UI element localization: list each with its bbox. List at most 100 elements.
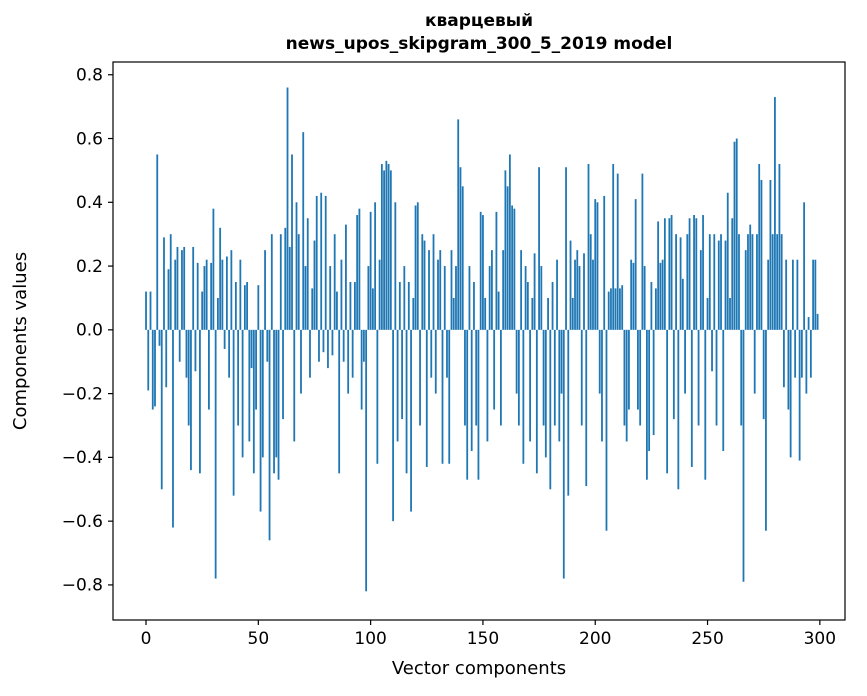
bar bbox=[549, 329, 552, 490]
bar bbox=[338, 329, 341, 474]
bar bbox=[167, 269, 170, 330]
bar bbox=[816, 313, 819, 330]
bar bbox=[522, 329, 525, 464]
bar bbox=[513, 208, 516, 330]
bar bbox=[807, 317, 810, 330]
bar bbox=[666, 329, 669, 474]
bar bbox=[252, 329, 255, 474]
bar bbox=[336, 291, 338, 330]
bar bbox=[412, 297, 415, 330]
bar bbox=[724, 240, 727, 330]
bar bbox=[163, 237, 165, 330]
bar bbox=[230, 250, 233, 330]
bar bbox=[508, 154, 511, 330]
bar bbox=[706, 297, 709, 330]
bar bbox=[396, 329, 399, 442]
bar bbox=[659, 262, 662, 330]
bar bbox=[637, 329, 639, 410]
bar bbox=[459, 167, 462, 330]
bar bbox=[803, 202, 806, 330]
bar bbox=[524, 266, 527, 330]
y-tick-label: 0.2 bbox=[76, 257, 103, 277]
bar bbox=[239, 259, 242, 330]
bar bbox=[376, 329, 379, 464]
bar bbox=[327, 329, 329, 369]
bar bbox=[574, 259, 576, 330]
bar bbox=[738, 234, 740, 330]
bar bbox=[342, 329, 345, 362]
y-tick-label: 0.0 bbox=[76, 321, 103, 341]
bar bbox=[190, 329, 192, 471]
y-axis-label: Components values bbox=[10, 252, 31, 430]
bar bbox=[495, 211, 498, 330]
bar bbox=[565, 167, 567, 330]
bar bbox=[367, 266, 370, 330]
bar bbox=[529, 329, 531, 442]
bar bbox=[571, 297, 574, 330]
bar bbox=[688, 218, 691, 330]
bar bbox=[225, 256, 228, 330]
bar bbox=[560, 329, 563, 394]
bar bbox=[610, 288, 612, 330]
bar bbox=[715, 329, 718, 426]
bar bbox=[356, 215, 359, 330]
bar bbox=[473, 282, 475, 330]
bar bbox=[693, 215, 695, 330]
bar bbox=[747, 234, 749, 330]
bar bbox=[756, 234, 758, 330]
bar bbox=[322, 329, 325, 353]
bar bbox=[535, 329, 538, 474]
bar bbox=[457, 119, 460, 330]
bar bbox=[634, 199, 637, 330]
bar bbox=[814, 259, 817, 330]
bar bbox=[306, 218, 309, 330]
bar bbox=[526, 282, 529, 330]
bar bbox=[203, 266, 206, 330]
bar bbox=[670, 215, 673, 330]
bar bbox=[679, 237, 682, 330]
bar bbox=[661, 259, 664, 330]
bar bbox=[769, 179, 772, 330]
bar bbox=[580, 329, 583, 426]
bar bbox=[502, 250, 505, 330]
bar bbox=[650, 282, 653, 330]
bar bbox=[612, 164, 615, 330]
bar bbox=[713, 234, 716, 330]
x-tick-label: 250 bbox=[691, 629, 723, 649]
bar bbox=[196, 262, 199, 330]
bar bbox=[430, 329, 433, 378]
bar bbox=[504, 170, 507, 330]
bar bbox=[717, 240, 720, 330]
bar bbox=[585, 329, 588, 487]
bar bbox=[257, 285, 260, 330]
bar bbox=[250, 329, 253, 369]
bar bbox=[511, 205, 514, 330]
bar bbox=[311, 288, 314, 330]
bar bbox=[598, 329, 601, 394]
bar bbox=[654, 288, 657, 330]
bar bbox=[506, 186, 509, 330]
bar bbox=[630, 259, 633, 330]
bar bbox=[279, 234, 282, 330]
bar bbox=[248, 329, 251, 442]
bar bbox=[199, 329, 201, 474]
bar bbox=[221, 259, 224, 330]
bar bbox=[329, 266, 332, 330]
bar bbox=[632, 262, 635, 330]
bar bbox=[232, 329, 235, 496]
bar bbox=[464, 329, 466, 426]
bar bbox=[194, 329, 197, 372]
bar bbox=[583, 253, 585, 330]
bar bbox=[540, 266, 543, 330]
bar bbox=[765, 329, 767, 531]
x-axis-label: Vector components bbox=[392, 658, 566, 679]
bar bbox=[172, 329, 174, 528]
bar bbox=[154, 329, 156, 407]
bar bbox=[776, 234, 779, 330]
bar bbox=[394, 202, 397, 330]
bar bbox=[720, 234, 722, 330]
x-tick-label: 300 bbox=[804, 629, 836, 649]
bar bbox=[369, 211, 372, 330]
bar bbox=[708, 234, 711, 330]
bar bbox=[758, 164, 761, 330]
